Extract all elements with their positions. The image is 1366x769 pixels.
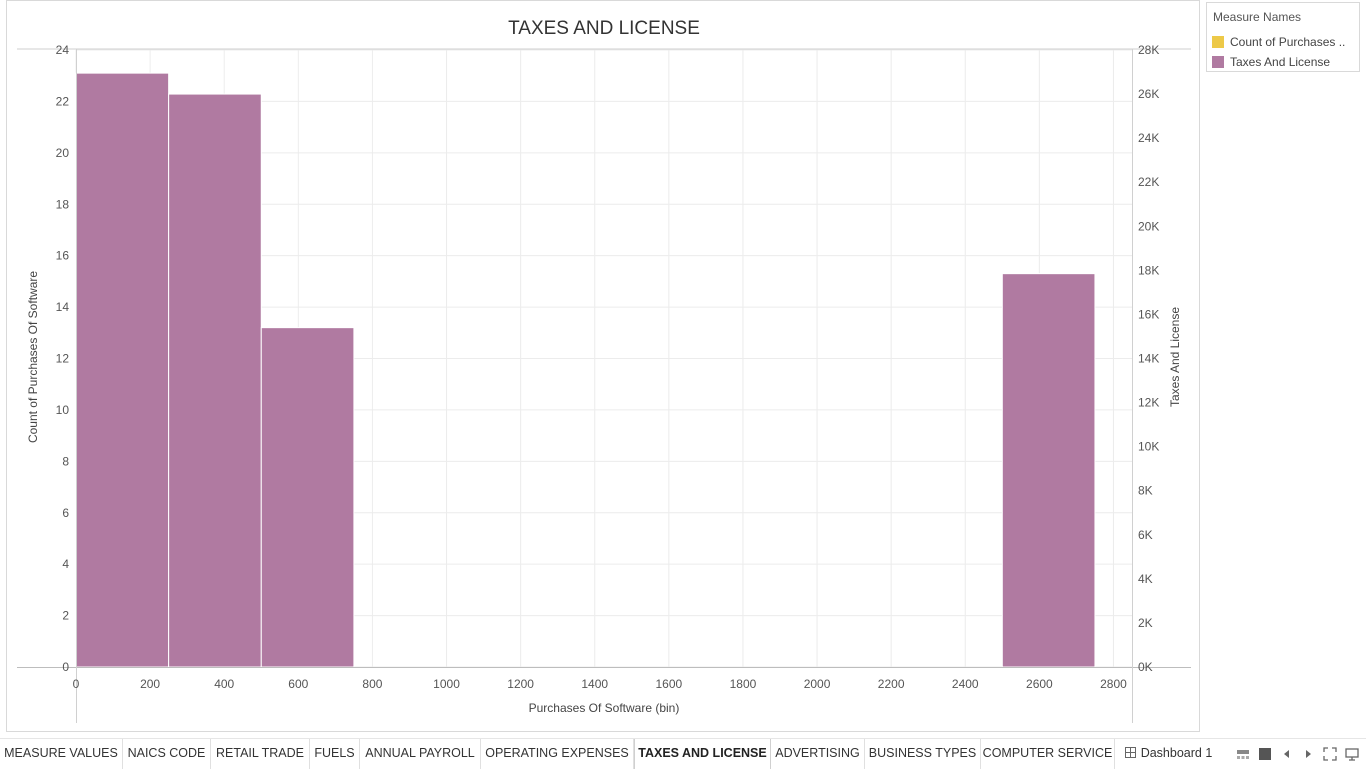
y-left-tick-label: 8 [62, 454, 69, 468]
tab-naics-code[interactable]: NAICS CODE [123, 739, 211, 769]
tab-label: OPERATING EXPENSES [485, 746, 629, 760]
y-left-tick-label: 0 [62, 660, 69, 674]
tab-measure-values[interactable]: MEASURE VALUES [0, 739, 123, 769]
x-tick-label: 1000 [433, 677, 460, 691]
tab-grid-icon[interactable] [1258, 747, 1272, 761]
tab-fuels[interactable]: FUELS [310, 739, 360, 769]
tab-label: RETAIL TRADE [216, 746, 304, 760]
y-right-tick-label: 24K [1138, 131, 1159, 145]
x-tick-label: 2200 [878, 677, 905, 691]
y-axis-left-title: Count of Purchases Of Software [26, 271, 40, 443]
sheet-tab-bar: MEASURE VALUES NAICS CODE RETAIL TRADE F… [0, 738, 1366, 769]
filmstrip-icon[interactable] [1236, 747, 1250, 761]
fullscreen-icon[interactable] [1323, 747, 1337, 761]
chart-title: TAXES AND LICENSE [508, 18, 700, 39]
tab-operating-expenses[interactable]: OPERATING EXPENSES [481, 739, 634, 769]
y-right-tick-label: 0K [1138, 660, 1153, 674]
tab-label: MEASURE VALUES [4, 746, 118, 760]
y-right-tick-label: 2K [1138, 616, 1153, 630]
x-tick-label: 800 [362, 677, 382, 691]
tab-advertising[interactable]: ADVERTISING [771, 739, 865, 769]
y-right-tick-label: 12K [1138, 396, 1159, 410]
y-left-tick-label: 18 [56, 197, 70, 211]
y-left-tick-label: 4 [62, 557, 69, 571]
y-right-tick-label: 20K [1138, 219, 1159, 233]
prev-icon[interactable] [1281, 747, 1293, 761]
x-tick-label: 1600 [655, 677, 682, 691]
tab-label: ANNUAL PAYROLL [365, 746, 475, 760]
y-right-tick-label: 28K [1138, 43, 1159, 57]
tab-label: NAICS CODE [127, 746, 206, 760]
legend-item-taxes[interactable]: Taxes And License [1212, 54, 1358, 70]
x-tick-label: 1200 [507, 677, 534, 691]
bar[interactable] [168, 93, 262, 668]
y-axis-right-title: Taxes And License [1168, 307, 1182, 407]
y-right-tick-label: 26K [1138, 87, 1159, 101]
tab-label: Dashboard 1 [1140, 746, 1213, 760]
legend-label: Count of Purchases .. [1230, 35, 1346, 49]
y-left-tick-label: 6 [62, 506, 69, 520]
y-right-tick-label: 8K [1138, 484, 1153, 498]
next-icon[interactable] [1302, 747, 1314, 761]
legend: Measure Names Count of Purchases .. Taxe… [1206, 2, 1360, 72]
x-tick-label: 2800 [1100, 677, 1127, 691]
legend-label: Taxes And License [1230, 55, 1331, 69]
y-left-tick-label: 10 [56, 403, 70, 417]
tab-label: ADVERTISING [775, 746, 860, 760]
bars [75, 72, 1096, 668]
y-right-tick-label: 22K [1138, 175, 1159, 189]
y-left-tick-label: 12 [56, 352, 70, 366]
legend-swatch-count [1212, 36, 1224, 48]
x-tick-label: 2000 [804, 677, 831, 691]
x-tick-label: 400 [214, 677, 234, 691]
worksheet-frame: 0 2 4 6 8 10 12 14 16 18 20 22 24 0K 2K 4K 6K 8K 10K 12K 14K… [6, 0, 1200, 732]
x-tick-label: 200 [140, 677, 160, 691]
bar[interactable] [260, 327, 355, 668]
y-left-tick-label: 2 [62, 609, 69, 623]
y-right-tick-label: 10K [1138, 440, 1159, 454]
y-left-tick-label: 22 [56, 94, 70, 108]
tab-dashboard-1[interactable]: Dashboard 1 [1115, 739, 1222, 769]
tab-business-types[interactable]: BUSINESS TYPES [865, 739, 981, 769]
tab-label: COMPUTER SERVICE [982, 746, 1113, 760]
legend-item-count[interactable]: Count of Purchases .. [1212, 34, 1358, 50]
axes: 0246810121416182022240K2K4K6K8K10K12K14K… [17, 43, 1191, 723]
legend-title: Measure Names [1213, 10, 1302, 24]
tab-retail-trade[interactable]: RETAIL TRADE [211, 739, 310, 769]
bar[interactable] [75, 72, 170, 668]
presentation-icon[interactable] [1345, 747, 1359, 761]
tab-computer-service[interactable]: COMPUTER SERVICE [981, 739, 1115, 769]
x-axis-title: Purchases Of Software (bin) [529, 701, 680, 715]
y-right-tick-label: 16K [1138, 307, 1159, 321]
y-right-tick-label: 14K [1138, 352, 1159, 366]
dashboard-icon [1124, 747, 1136, 758]
tab-annual-payroll[interactable]: ANNUAL PAYROLL [360, 739, 481, 769]
x-tick-label: 1800 [730, 677, 757, 691]
chart: 0246810121416182022240K2K4K6K8K10K12K14K… [17, 18, 1191, 723]
y-right-tick-label: 6K [1138, 528, 1153, 542]
bar[interactable] [1001, 273, 1096, 668]
tab-label: FUELS [314, 746, 355, 760]
y-left-tick-label: 14 [56, 300, 70, 314]
y-right-tick-label: 18K [1138, 263, 1159, 277]
tab-label: BUSINESS TYPES [868, 746, 977, 760]
y-left-tick-label: 20 [56, 146, 70, 160]
tab-label: TAXES AND LICENSE [638, 746, 767, 760]
y-left-tick-label: 16 [56, 249, 70, 263]
tab-taxes-and-license[interactable]: TAXES AND LICENSE [634, 739, 771, 769]
x-tick-label: 600 [288, 677, 308, 691]
y-left-tick-label: 24 [56, 43, 70, 57]
y-right-tick-label: 4K [1138, 572, 1153, 586]
x-tick-label: 1400 [581, 677, 608, 691]
legend-swatch-taxes [1212, 56, 1224, 68]
x-tick-label: 0 [73, 677, 80, 691]
x-tick-label: 2400 [952, 677, 979, 691]
x-tick-label: 2600 [1026, 677, 1053, 691]
